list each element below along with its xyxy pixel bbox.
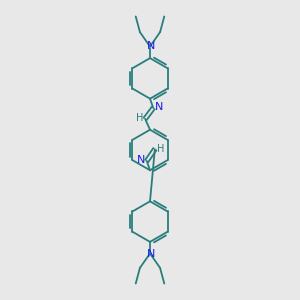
Text: H: H	[136, 113, 143, 123]
Text: N: N	[154, 102, 163, 112]
Text: N: N	[137, 155, 146, 165]
Text: N: N	[147, 41, 155, 51]
Text: H: H	[157, 144, 164, 154]
Text: N: N	[147, 249, 155, 259]
